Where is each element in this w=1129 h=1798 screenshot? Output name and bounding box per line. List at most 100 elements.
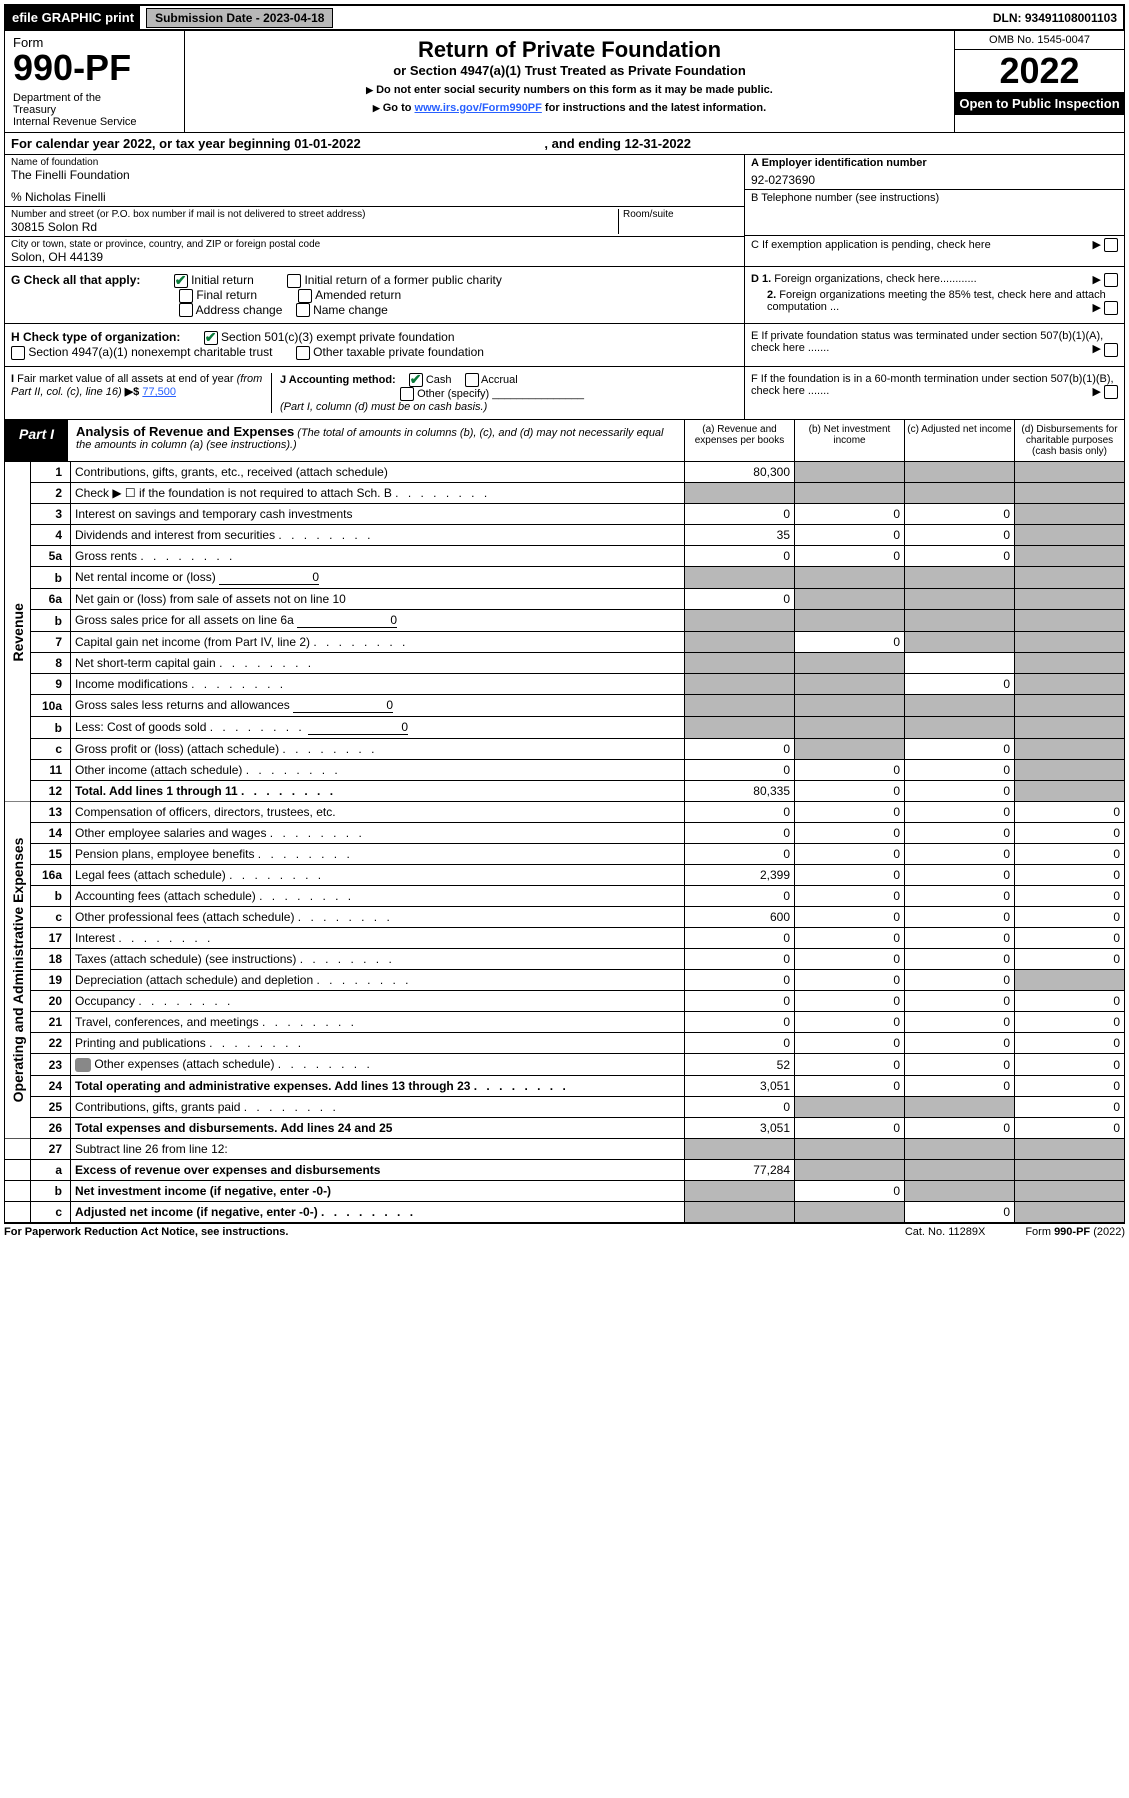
checkbox-e[interactable] <box>1104 343 1118 357</box>
table-row: 4 Dividends and interest from securities… <box>5 525 1125 546</box>
table-row: 3 Interest on savings and temporary cash… <box>5 504 1125 525</box>
value-cell: 0 <box>905 674 1015 695</box>
value-cell: 0 <box>1015 1096 1125 1117</box>
value-cell: 0 <box>1015 1117 1125 1138</box>
line-desc: Travel, conferences, and meetings . . . … <box>71 1012 685 1033</box>
value-cell: 0 <box>905 949 1015 970</box>
part1-badge: Part I <box>5 420 68 461</box>
value-cell <box>905 589 1015 610</box>
line-number: 20 <box>31 991 71 1012</box>
value-cell <box>1015 695 1125 717</box>
value-cell <box>905 483 1015 504</box>
line-desc: Net rental income or (loss) 0 <box>71 567 685 589</box>
value-cell <box>905 695 1015 717</box>
value-cell <box>685 1201 795 1222</box>
top-toolbar: efile GRAPHIC print Submission Date - 20… <box>4 4 1125 31</box>
footer: For Paperwork Reduction Act Notice, see … <box>4 1223 1125 1238</box>
table-row: 7 Capital gain net income (from Part IV,… <box>5 632 1125 653</box>
fmv-value[interactable]: 77,500 <box>142 386 176 398</box>
checkbox-other-tax[interactable] <box>296 346 310 360</box>
table-row: 15 Pension plans, employee benefits . . … <box>5 844 1125 865</box>
value-cell: 0 <box>905 1117 1015 1138</box>
dept-label: Department of theTreasuryInternal Revenu… <box>13 92 176 128</box>
value-cell: 0 <box>685 546 795 567</box>
table-row: 5a Gross rents . . . . . . . . 000 <box>5 546 1125 567</box>
checkbox-cash[interactable] <box>409 373 423 387</box>
exemption-pending-label: C If exemption application is pending, c… <box>751 239 991 251</box>
table-row: c Other professional fees (attach schedu… <box>5 907 1125 928</box>
checkbox-d1[interactable] <box>1104 273 1118 287</box>
efile-badge[interactable]: efile GRAPHIC print <box>6 6 140 29</box>
value-cell: 0 <box>905 1075 1015 1096</box>
checkbox-c[interactable] <box>1104 238 1118 252</box>
value-cell: 0 <box>795 1180 905 1201</box>
value-cell <box>685 695 795 717</box>
checkbox-other-method[interactable] <box>400 387 414 401</box>
value-cell: 0 <box>795 844 905 865</box>
value-cell: 0 <box>1015 928 1125 949</box>
checkbox-accrual[interactable] <box>465 373 479 387</box>
value-cell: 0 <box>1015 1054 1125 1076</box>
value-cell: 0 <box>795 1033 905 1054</box>
table-row: 20 Occupancy . . . . . . . . 0000 <box>5 991 1125 1012</box>
line-desc: Total operating and administrative expen… <box>71 1075 685 1096</box>
value-cell: 0 <box>905 1201 1015 1222</box>
checkbox-initial-public[interactable] <box>287 274 301 288</box>
value-cell <box>1015 1201 1125 1222</box>
value-cell: 0 <box>795 781 905 802</box>
line-number: 11 <box>31 760 71 781</box>
value-cell: 0 <box>795 1054 905 1076</box>
line-desc: Excess of revenue over expenses and disb… <box>71 1159 685 1180</box>
checkbox-final[interactable] <box>179 289 193 303</box>
line-number: b <box>31 610 71 632</box>
value-cell: 0 <box>905 928 1015 949</box>
line-number: c <box>31 739 71 760</box>
checkbox-f[interactable] <box>1104 385 1118 399</box>
checkbox-initial[interactable] <box>174 274 188 288</box>
value-cell <box>685 717 795 739</box>
line-desc: Contributions, gifts, grants paid . . . … <box>71 1096 685 1117</box>
value-cell: 77,284 <box>685 1159 795 1180</box>
footer-cat: Cat. No. 11289X <box>905 1226 986 1238</box>
line-number: 18 <box>31 949 71 970</box>
form-link[interactable]: www.irs.gov/Form990PF <box>415 102 542 114</box>
value-cell: 0 <box>795 823 905 844</box>
line-desc: Compensation of officers, directors, tru… <box>71 802 685 823</box>
value-cell <box>905 717 1015 739</box>
part1-title: Analysis of Revenue and Expenses <box>76 424 294 439</box>
line-desc: Gross rents . . . . . . . . <box>71 546 685 567</box>
value-cell: 0 <box>795 949 905 970</box>
col-d-header: (d) Disbursements for charitable purpose… <box>1014 420 1124 461</box>
value-cell: 0 <box>685 949 795 970</box>
line-number: b <box>31 567 71 589</box>
schedule-icon[interactable] <box>75 1058 91 1072</box>
table-row: 25 Contributions, gifts, grants paid . .… <box>5 1096 1125 1117</box>
table-row: 12 Total. Add lines 1 through 11 . . . .… <box>5 781 1125 802</box>
value-cell: 0 <box>685 760 795 781</box>
value-cell <box>905 1139 1015 1160</box>
col-b-header: (b) Net investment income <box>794 420 904 461</box>
value-cell: 0 <box>905 802 1015 823</box>
value-cell <box>1015 717 1125 739</box>
checkbox-amended[interactable] <box>298 289 312 303</box>
value-cell <box>795 567 905 589</box>
checkbox-d2[interactable] <box>1104 301 1118 315</box>
line-number: 22 <box>31 1033 71 1054</box>
checkbox-4947[interactable] <box>11 346 25 360</box>
line-desc: Taxes (attach schedule) (see instruction… <box>71 949 685 970</box>
line-number: 25 <box>31 1096 71 1117</box>
table-row: Operating and Administrative Expenses 13… <box>5 802 1125 823</box>
value-cell: 0 <box>795 546 905 567</box>
value-cell <box>795 610 905 632</box>
checkbox-addr-change[interactable] <box>179 303 193 317</box>
checkbox-name-change[interactable] <box>296 303 310 317</box>
value-cell: 0 <box>905 1012 1015 1033</box>
value-cell <box>685 483 795 504</box>
value-cell: 52 <box>685 1054 795 1076</box>
value-cell <box>905 1096 1015 1117</box>
value-cell: 0 <box>1015 949 1125 970</box>
checkbox-501c3[interactable] <box>204 331 218 345</box>
dln: DLN: 93491108001103 <box>993 11 1123 25</box>
table-row: b Net investment income (if negative, en… <box>5 1180 1125 1201</box>
value-cell <box>1015 632 1125 653</box>
